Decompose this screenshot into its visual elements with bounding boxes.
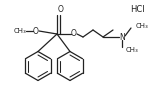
Text: HCl: HCl <box>130 4 145 13</box>
Text: O: O <box>71 29 77 38</box>
Text: O: O <box>33 26 39 35</box>
Text: CH₃: CH₃ <box>14 28 26 34</box>
Text: CH₃: CH₃ <box>136 23 149 29</box>
Text: N: N <box>119 32 125 41</box>
Text: O: O <box>58 5 64 14</box>
Text: CH₃: CH₃ <box>126 47 139 53</box>
